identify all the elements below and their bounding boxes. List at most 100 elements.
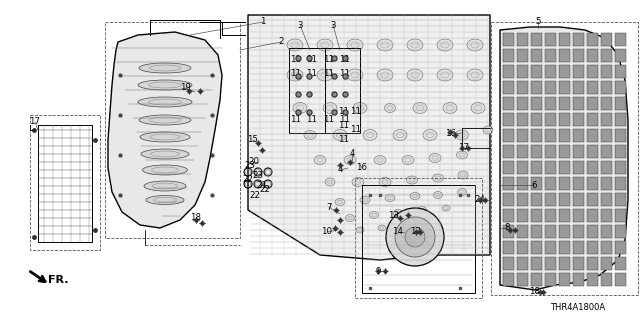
Bar [531, 65, 542, 78]
Bar [573, 145, 584, 158]
Bar [30, 115, 100, 250]
Bar [503, 241, 514, 254]
Text: 19: 19 [180, 84, 191, 92]
Bar [587, 49, 598, 62]
Ellipse shape [287, 39, 303, 51]
Text: 22: 22 [243, 175, 253, 185]
Ellipse shape [406, 176, 417, 184]
Bar [503, 49, 514, 62]
Bar [531, 49, 542, 62]
Bar [531, 193, 542, 206]
Bar [559, 129, 570, 142]
Bar [601, 241, 612, 254]
Bar [573, 241, 584, 254]
Ellipse shape [429, 154, 441, 163]
Bar [545, 97, 556, 110]
Ellipse shape [353, 102, 367, 114]
Ellipse shape [417, 206, 426, 213]
Ellipse shape [139, 63, 191, 73]
Ellipse shape [437, 39, 453, 51]
Bar [573, 193, 584, 206]
Ellipse shape [402, 156, 414, 164]
Text: 11: 11 [323, 55, 335, 65]
Bar [545, 33, 556, 46]
Ellipse shape [395, 217, 435, 257]
Ellipse shape [400, 223, 408, 229]
Bar [559, 33, 570, 46]
Bar [573, 113, 584, 126]
Bar [289, 48, 325, 133]
Ellipse shape [146, 196, 184, 204]
Bar [531, 209, 542, 222]
Text: 16: 16 [356, 164, 367, 172]
Bar [615, 65, 626, 78]
Ellipse shape [304, 131, 316, 140]
Text: 7: 7 [326, 203, 332, 212]
Ellipse shape [293, 102, 307, 114]
Bar [587, 129, 598, 142]
Text: 4: 4 [349, 148, 355, 157]
Text: 17: 17 [29, 117, 40, 126]
Text: 1: 1 [260, 18, 266, 27]
Ellipse shape [356, 227, 364, 233]
Bar [573, 225, 584, 238]
Text: 14: 14 [392, 228, 403, 236]
Ellipse shape [325, 178, 335, 186]
Bar [587, 177, 598, 190]
Ellipse shape [140, 132, 190, 142]
Bar [531, 257, 542, 270]
Text: 16: 16 [445, 129, 456, 138]
Bar [531, 113, 542, 126]
Bar [601, 193, 612, 206]
Bar [615, 113, 626, 126]
Bar [531, 81, 542, 94]
Bar [559, 257, 570, 270]
Bar [615, 161, 626, 174]
Bar [615, 97, 626, 110]
Bar [503, 113, 514, 126]
Bar [503, 177, 514, 190]
Ellipse shape [141, 149, 189, 159]
Bar [545, 65, 556, 78]
Ellipse shape [456, 151, 467, 159]
Ellipse shape [374, 156, 386, 164]
Text: 15: 15 [248, 135, 259, 145]
Ellipse shape [467, 69, 483, 81]
Text: 11: 11 [307, 68, 317, 77]
Bar [601, 33, 612, 46]
Bar [559, 225, 570, 238]
Bar [517, 145, 528, 158]
Bar [517, 273, 528, 286]
Bar [587, 81, 598, 94]
Bar [503, 273, 514, 286]
Bar [601, 49, 612, 62]
Text: 11: 11 [339, 121, 349, 130]
Bar [587, 241, 598, 254]
Bar [545, 129, 556, 142]
Ellipse shape [456, 130, 468, 140]
Bar [503, 81, 514, 94]
Ellipse shape [385, 195, 395, 202]
Bar [545, 193, 556, 206]
Text: 11: 11 [291, 68, 301, 77]
Bar [559, 193, 570, 206]
Bar [503, 209, 514, 222]
Text: 11: 11 [339, 116, 351, 124]
Bar [587, 161, 598, 174]
Bar [587, 97, 598, 110]
Ellipse shape [467, 39, 483, 51]
Bar [517, 177, 528, 190]
Bar [517, 161, 528, 174]
Bar [503, 257, 514, 270]
Text: 23: 23 [244, 161, 255, 170]
Ellipse shape [335, 198, 345, 205]
Bar [517, 33, 528, 46]
Bar [517, 209, 528, 222]
Bar [325, 48, 360, 133]
Text: 11: 11 [323, 116, 335, 124]
Ellipse shape [377, 39, 393, 51]
Ellipse shape [410, 193, 420, 199]
Text: 10: 10 [321, 228, 333, 236]
Bar [531, 97, 542, 110]
Bar [601, 257, 612, 270]
